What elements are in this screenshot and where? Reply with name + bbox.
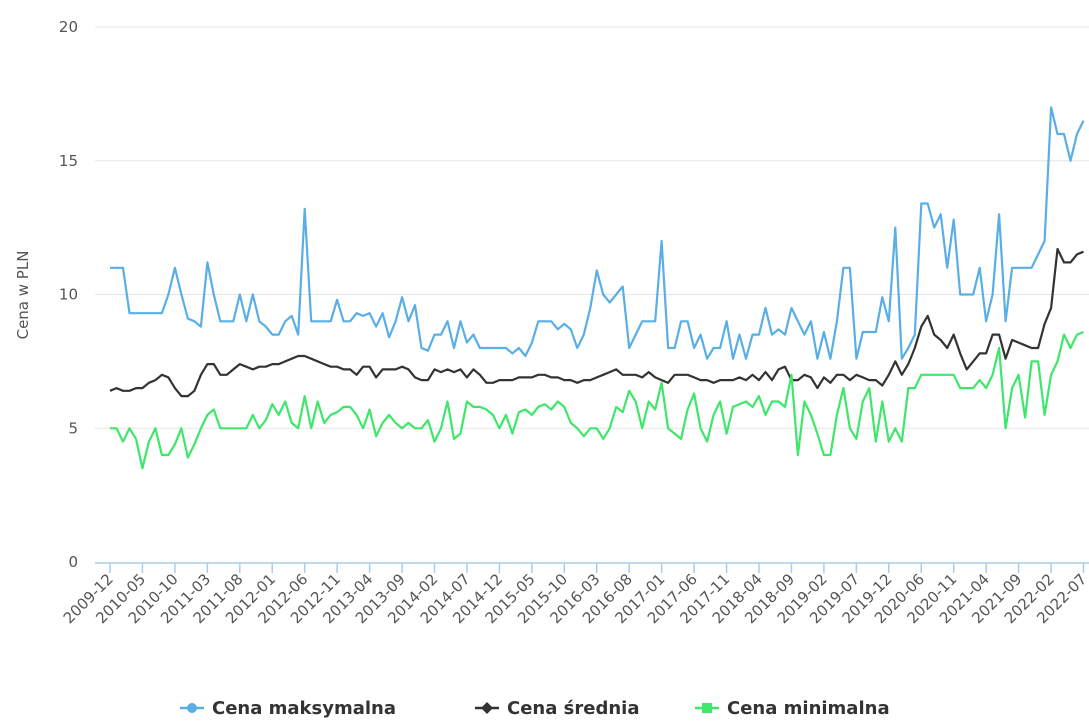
legend-label: Cena średnia [507, 698, 639, 719]
series-line [109, 247, 1084, 398]
series-line [110, 330, 1084, 470]
legend-item: Cena minimalna [695, 698, 890, 719]
legend-label: Cena maksymalna [212, 698, 396, 719]
y-tick-label: 15 [59, 152, 78, 170]
legend-item: Cena średnia [475, 698, 639, 719]
y-tick-label: 10 [59, 286, 78, 304]
y-tick-label: 20 [59, 18, 78, 36]
legend-item: Cena maksymalna [180, 698, 396, 719]
y-axis-label: Cena w PLN [14, 251, 32, 340]
legend-marker [702, 703, 712, 713]
legend-label: Cena minimalna [727, 698, 890, 719]
legend-marker [481, 702, 493, 714]
series-line [110, 106, 1085, 360]
y-tick-label: 5 [68, 419, 78, 437]
legend-marker [187, 703, 197, 713]
y-tick-label: 0 [68, 553, 78, 571]
